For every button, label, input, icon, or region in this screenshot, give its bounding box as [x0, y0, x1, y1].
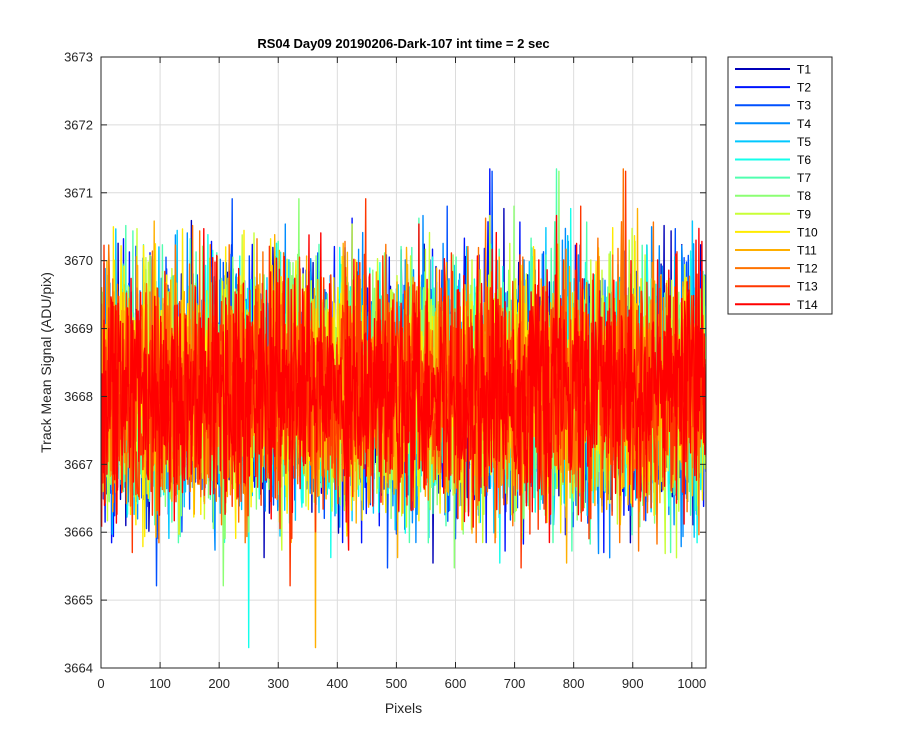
legend-label: T7: [797, 171, 811, 185]
legend-label: T11: [797, 244, 817, 258]
legend-label: T13: [797, 280, 818, 294]
x-tick-label: 900: [622, 676, 644, 691]
legend-entry-t4: T4: [735, 117, 811, 131]
legend: T1 T2 T3 T4 T5 T6 T7 T8 T9 T10 T11 T12 T13 T14: [727, 56, 833, 315]
legend-label: T4: [797, 117, 811, 131]
legend-label: T10: [797, 225, 818, 239]
legend-entry-t14: T14: [735, 298, 818, 312]
y-tick-label: 3668: [64, 389, 93, 404]
x-tick-label: 400: [326, 676, 348, 691]
legend-entry-t5: T5: [735, 135, 811, 149]
legend-label: T6: [797, 153, 811, 167]
plot-frame: [100, 56, 707, 669]
series-group: [101, 168, 706, 649]
legend-entry-t2: T2: [735, 81, 811, 95]
chart-title: RS04 Day09 20190206-Dark-107 int time = …: [257, 36, 549, 51]
x-tick-label: 0: [97, 676, 104, 691]
y-tick-label: 3669: [64, 321, 93, 336]
x-tick-label: 1000: [677, 676, 706, 691]
y-tick-label: 3664: [64, 661, 93, 676]
y-tick-label: 3665: [64, 593, 93, 608]
x-tick-label: 200: [208, 676, 230, 691]
x-tick-label: 100: [149, 676, 171, 691]
legend-label: T2: [797, 81, 811, 95]
legend-label: T8: [797, 189, 811, 203]
legend-entry-t13: T13: [735, 280, 818, 294]
x-tick-labels: 0 100 200 300 400 500 600 700 800 900 1000: [97, 676, 706, 691]
legend-box: [727, 56, 833, 315]
legend-label: T1: [797, 63, 811, 77]
legend-label: T3: [797, 99, 811, 113]
legend-entry-t3: T3: [735, 99, 811, 113]
legend-label: T12: [797, 262, 818, 276]
y-tick-label: 3666: [64, 525, 93, 540]
y-tick-label: 3667: [64, 457, 93, 472]
y-tick-label: 3670: [64, 253, 93, 268]
legend-entry-t10: T10: [735, 225, 818, 239]
legend-entry-t8: T8: [735, 189, 811, 203]
x-tick-label: 600: [445, 676, 467, 691]
legend-label: T14: [797, 298, 818, 312]
legend-entries: T1 T2 T3 T4 T5 T6 T7 T8 T9 T10 T11 T12 T13 T14: [735, 63, 818, 312]
legend-entry-t12: T12: [735, 262, 818, 276]
y-tick-label: 3672: [64, 117, 93, 132]
x-tick-label: 500: [386, 676, 408, 691]
legend-label: T9: [797, 207, 811, 221]
x-axis-label: Pixels: [385, 700, 422, 716]
series-line-t14: [101, 214, 706, 551]
y-tick-label: 3673: [64, 50, 93, 65]
ticks: [100, 56, 706, 669]
legend-entry-t9: T9: [735, 207, 811, 221]
y-axis-label: Track Mean Signal (ADU/pix): [38, 272, 54, 453]
x-tick-label: 300: [267, 676, 289, 691]
y-tick-label: 3671: [64, 185, 93, 200]
legend-entry-t1: T1: [735, 63, 811, 77]
legend-entry-t7: T7: [735, 171, 811, 185]
legend-entry-t6: T6: [735, 153, 811, 167]
y-tick-labels: 3664 3665 3666 3667 3668 3669 3670 3671 3672 3673: [64, 50, 93, 676]
legend-label: T5: [797, 135, 811, 149]
x-tick-label: 800: [563, 676, 585, 691]
x-tick-label: 700: [504, 676, 526, 691]
legend-entry-t11: T11: [735, 244, 817, 258]
axes: 0 100 200 300 400 500 600 700 800 900 1000 3664366…: [64, 50, 707, 691]
